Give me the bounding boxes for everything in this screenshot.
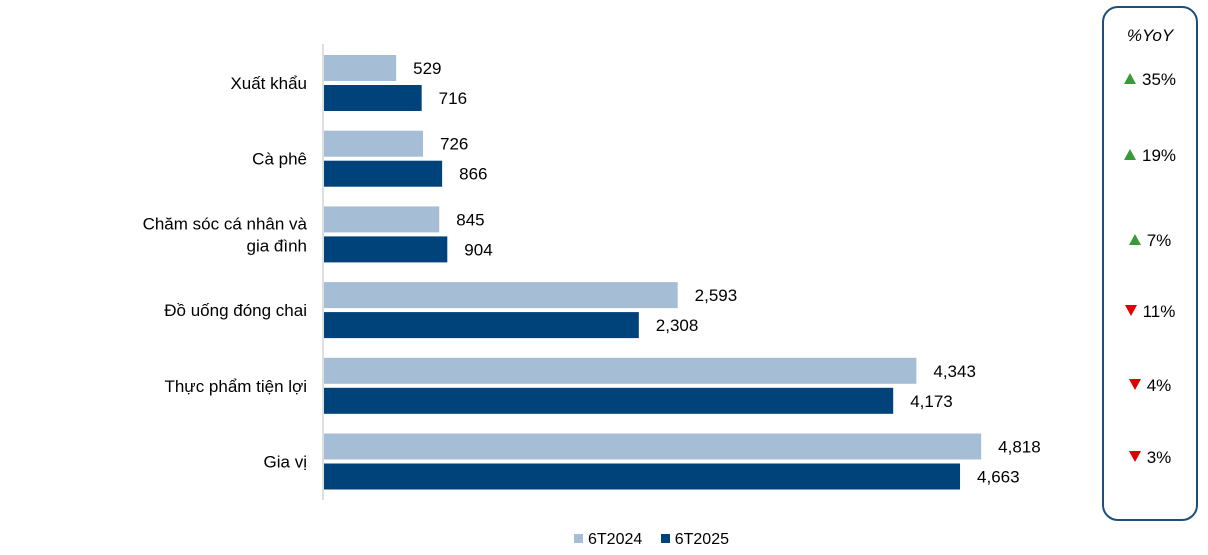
down-arrow-icon [1128,379,1141,390]
up-arrow-icon [1123,73,1136,84]
yoy-value: 7% [1146,231,1172,250]
yoy-value: 4% [1146,376,1172,395]
yoy-item-do-uong: 11% [1104,302,1196,322]
category-label: Đồ uống đóng chai [164,301,307,320]
data-label: 726 [440,135,468,154]
data-label: 845 [456,210,484,229]
data-label: 2,593 [695,286,738,305]
data-label: 4,343 [933,362,976,381]
category-label: Xuất khẩu [230,74,307,93]
yoy-title: %YoY [1126,26,1174,45]
bar-6t2024 [324,130,424,157]
category-label: Chăm sóc cá nhân và [143,214,308,233]
yoy-item-gia-vi: 3% [1104,448,1196,468]
data-label: 866 [459,165,487,184]
yoy-value: 19% [1141,146,1177,165]
bar-6t2025 [324,236,448,263]
legend-item-6t2025: 6T2025 [660,531,729,549]
legend-swatch [660,534,670,543]
legend-label: 6T2025 [674,531,729,548]
category-label: Thực phẩm tiện lợi [164,377,307,396]
data-label: 4,818 [998,438,1041,457]
yoy-item-thuc-pham: 4% [1104,376,1196,396]
data-label: 2,308 [656,316,699,335]
up-arrow-icon [1128,234,1141,245]
bar-6t2024 [324,282,678,309]
up-arrow-icon [1123,149,1136,160]
legend-swatch [574,534,583,543]
bar-6t2025 [324,312,639,339]
yoy-item-cham-soc: 7% [1104,231,1196,251]
bar-6t2025 [324,85,422,111]
category-label: Gia vị [264,453,307,472]
yoy-value: 35% [1141,70,1177,89]
bar-6t2025 [324,387,894,414]
data-label: 529 [413,59,441,78]
down-arrow-icon [1128,451,1141,462]
data-label: 904 [464,240,492,259]
legend-label: 6T2024 [588,531,643,548]
legend-item-6t2024: 6T2024 [574,531,642,549]
bar-6t2025 [324,160,443,187]
down-arrow-icon [1124,305,1137,316]
yoy-value: 3% [1146,448,1172,467]
yoy-item-ca-phe: 19% [1104,146,1196,166]
data-label: 716 [439,89,467,108]
category-label: gia đình [247,236,308,255]
yoy-value: 11% [1142,302,1176,321]
bar-6t2024 [324,433,982,460]
bar-6t2024 [324,206,440,233]
yoy-item-xuat-khau: 35% [1104,70,1196,90]
bar-6t2025 [324,463,961,490]
yoy-panel: %YoY 35% 19% 7% 11% 4% 3% [1102,6,1198,521]
bar-6t2024 [324,357,917,384]
chart-legend: 6T2024 6T2025 [574,531,743,549]
data-label: 4,173 [910,392,953,411]
category-label: Cà phê [252,150,307,169]
data-label: 4,663 [977,468,1020,487]
bar-6t2024 [324,55,397,81]
